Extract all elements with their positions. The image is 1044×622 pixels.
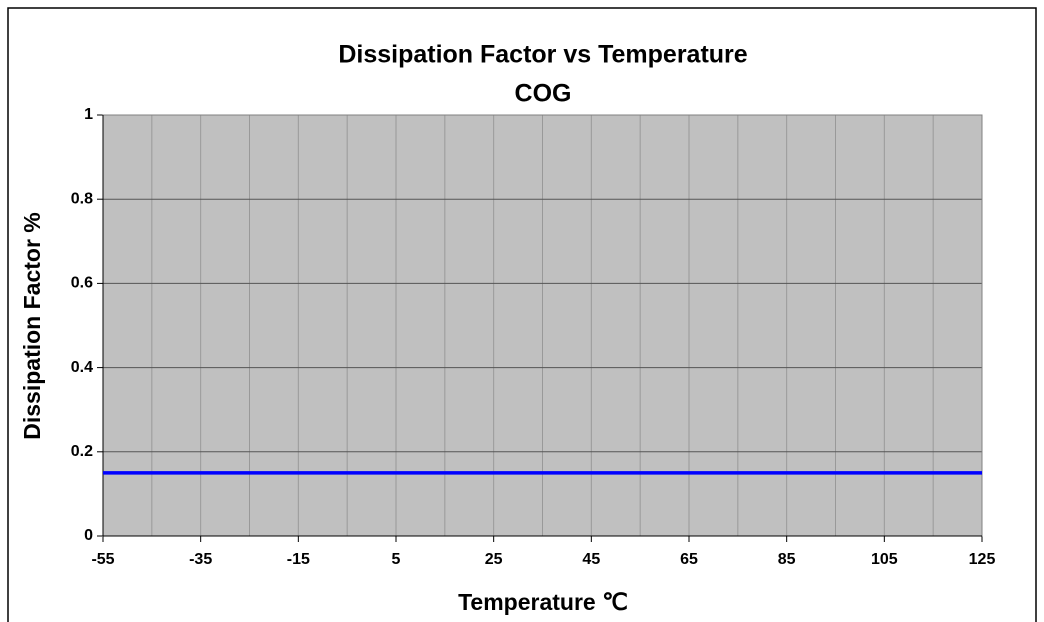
y-tick-label: 0 (84, 527, 93, 544)
chart-title: Dissipation Factor vs Temperature (338, 41, 747, 69)
y-tick-label: 0.4 (71, 359, 93, 376)
x-tick-label: 105 (871, 551, 898, 568)
y-tick-label: 0.2 (71, 443, 93, 460)
x-tick-label: -15 (287, 551, 310, 568)
x-tick-label: 25 (485, 551, 503, 568)
x-tick-label: 125 (969, 551, 996, 568)
chart-subtitle: COG (515, 80, 572, 108)
y-tick-label: 1 (84, 106, 93, 123)
x-axis-label: Temperature ℃ (458, 589, 628, 615)
x-tick-label: -35 (189, 551, 212, 568)
y-tick-label: 0.8 (71, 190, 93, 207)
y-axis-label: Dissipation Factor % (19, 212, 45, 439)
x-tick-label: -55 (91, 551, 114, 568)
x-tick-label: 85 (778, 551, 796, 568)
x-tick-label: 5 (392, 551, 401, 568)
x-tick-label: 45 (582, 551, 600, 568)
y-tick-label: 0.6 (71, 275, 93, 292)
chart-border (7, 7, 1037, 622)
x-tick-label: 65 (680, 551, 698, 568)
